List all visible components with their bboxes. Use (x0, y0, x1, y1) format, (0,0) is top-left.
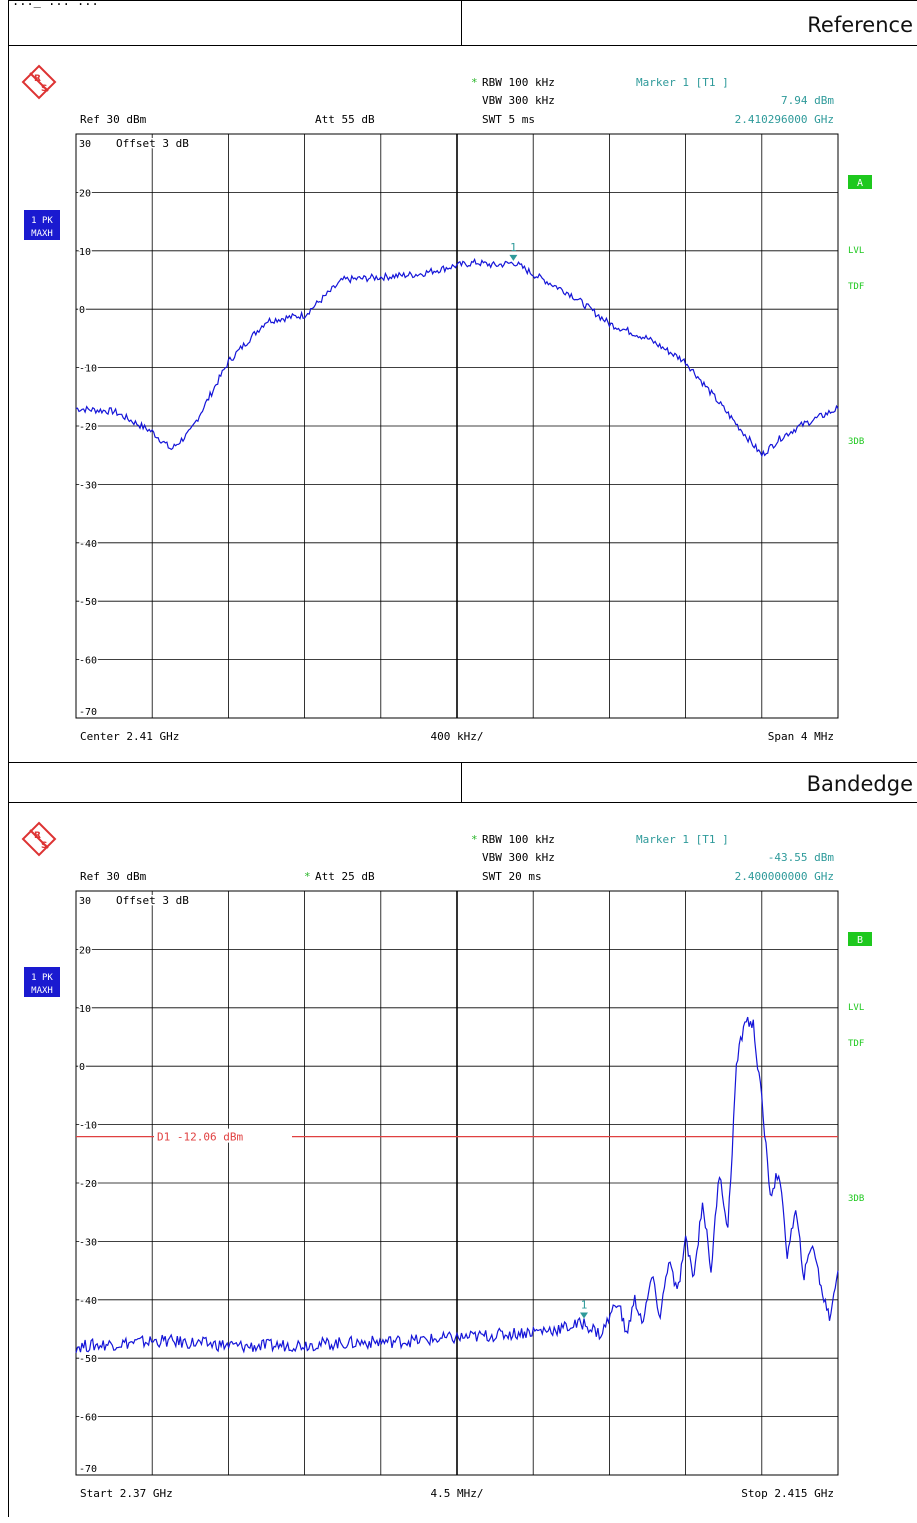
side-label: LVL (848, 1003, 864, 1013)
marker-frequency: 2.410296000 GHz (735, 113, 834, 126)
y-tick-label: 0 (79, 1062, 85, 1073)
vbw: VBW 300 kHz (482, 94, 555, 107)
bottom-mid-label: 4.5 MHz/ (431, 1487, 484, 1500)
side-label: 3DB (848, 437, 864, 447)
marker-title: Marker 1 [T1 ] (636, 76, 729, 89)
y-tick-label: -50 (79, 1354, 97, 1365)
y-tick-label: -30 (79, 480, 97, 491)
y-tick-label: 10 (79, 247, 91, 258)
y-tick-label: -60 (79, 1413, 97, 1424)
trace-badge (24, 967, 60, 997)
analyzer-plot: RS Ref 30 dBm * Att 25 dB * RBW 100 kHz VBW 30… (21, 821, 872, 1500)
sweep-time: SWT 20 ms (482, 870, 542, 883)
y-tick-label: 20 (79, 188, 91, 199)
side-label: TDF (848, 282, 864, 292)
y-tick-label: 0 (79, 305, 85, 316)
bottom-right-label: Span 4 MHz (768, 730, 834, 743)
y-tick-label: -70 (79, 1464, 97, 1475)
side-box (848, 175, 872, 189)
marker-number: 1 (581, 1299, 588, 1312)
y-tick-label: 30 (79, 896, 91, 907)
side-box-label: B (857, 935, 863, 946)
rbw-star: * (471, 76, 478, 89)
y-tick-label: -10 (79, 1121, 97, 1132)
title-divider-2 (461, 762, 462, 803)
side-label: 3DB (848, 1194, 864, 1204)
att-star: * (304, 870, 311, 883)
marker-triangle (509, 254, 518, 261)
marker-triangle (580, 1312, 588, 1319)
y-tick-label: -30 (79, 1237, 97, 1248)
trace-badge-detector: MAXH (31, 229, 53, 239)
svg-text:R: R (34, 831, 41, 841)
marker-frequency: 2.400000000 GHz (735, 870, 834, 883)
reference-panel: R S Ref 30 dBm Att 55 dB * RBW 100 kHz VBW 300… (8, 46, 917, 766)
y-tick-label: -60 (79, 656, 97, 667)
rs-logo-icon: RS (21, 64, 57, 100)
ref-level: Ref 30 dBm (80, 113, 147, 126)
reference-title-rule (8, 45, 917, 46)
header-partial: ..._ ... ... (12, 0, 99, 8)
marker-title: Marker 1 [T1 ] (636, 833, 729, 846)
marker-number: 1 (510, 241, 517, 254)
y-tick-label: 10 (79, 1004, 91, 1015)
y-tick-label: -20 (79, 422, 97, 433)
bottom-right-label: Stop 2.415 GHz (741, 1487, 834, 1500)
vbw: VBW 300 kHz (482, 851, 555, 864)
marker-level: -43.55 dBm (768, 851, 835, 864)
trace-line (75, 1016, 839, 1354)
trace-badge-mode: 1 PK (31, 216, 53, 226)
title-divider (461, 0, 462, 46)
bandedge-title: Bandedge (806, 772, 913, 796)
bandedge-title-rule (8, 802, 917, 803)
y-tick-label: 20 (79, 945, 91, 956)
page-frame (8, 0, 917, 1517)
reference-title: Reference (807, 13, 913, 37)
side-box-label: A (857, 178, 863, 189)
sweep-time: SWT 5 ms (482, 113, 535, 126)
y-tick-label: -40 (79, 1296, 97, 1307)
side-box (848, 932, 872, 946)
trace-badge-mode: 1 PK (31, 973, 53, 983)
rbw: RBW 100 kHz (482, 76, 555, 89)
top-rule (8, 0, 917, 1)
rs-logo-icon: RS (21, 821, 57, 857)
offset-label: Offset 3 dB (116, 137, 189, 150)
bottom-left-label: Center 2.41 GHz (80, 730, 179, 743)
bandedge-panel: R S Ref 30 dBm * Att 25 dB * RBW 100 kHz VBW 30… (8, 803, 917, 1523)
y-tick-label: -70 (79, 707, 97, 718)
y-tick-label: -10 (79, 364, 97, 375)
display-line-label: D1 -12.06 dBm (157, 1131, 243, 1144)
rbw-star: * (471, 833, 478, 846)
rbw: RBW 100 kHz (482, 833, 555, 846)
offset-label: Offset 3 dB (116, 894, 189, 907)
y-tick-label: -50 (79, 597, 97, 608)
bottom-mid-label: 400 kHz/ (431, 730, 484, 743)
analyzer-plot: RS Ref 30 dBm Att 55 dB * RBW 100 kHz VBW 300… (21, 64, 872, 743)
trace-badge-detector: MAXH (31, 986, 53, 996)
y-tick-label: -40 (79, 539, 97, 550)
section-rule (8, 762, 917, 763)
y-tick-label: -20 (79, 1179, 97, 1190)
svg-text:S: S (41, 84, 47, 94)
display-line-label-bg (154, 1128, 292, 1143)
y-tick-label: 30 (79, 139, 91, 150)
marker-level: 7.94 dBm (781, 94, 834, 107)
ref-level: Ref 30 dBm (80, 870, 147, 883)
trace-line (75, 257, 839, 458)
trace-badge (24, 210, 60, 240)
attenuation: Att 25 dB (315, 870, 375, 883)
side-label: LVL (848, 246, 864, 256)
attenuation: Att 55 dB (315, 113, 375, 126)
side-label: TDF (848, 1039, 864, 1049)
svg-text:S: S (41, 841, 47, 851)
svg-text:R: R (34, 74, 41, 84)
bottom-left-label: Start 2.37 GHz (80, 1487, 173, 1500)
